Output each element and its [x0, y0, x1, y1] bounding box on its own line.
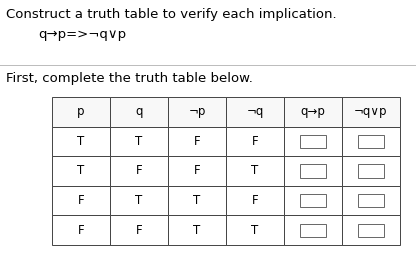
Text: Construct a truth table to verify each implication.: Construct a truth table to verify each i… — [6, 8, 337, 21]
Text: T: T — [251, 165, 259, 178]
Text: F: F — [78, 224, 84, 237]
Text: T: T — [193, 224, 201, 237]
Text: F: F — [194, 135, 201, 148]
Text: F: F — [252, 194, 258, 207]
Text: ¬p: ¬p — [188, 105, 206, 118]
Text: T: T — [77, 165, 84, 178]
Text: T: T — [135, 194, 143, 207]
Text: p: p — [77, 105, 85, 118]
Text: ¬q: ¬q — [246, 105, 264, 118]
Text: T: T — [77, 135, 84, 148]
Text: F: F — [252, 135, 258, 148]
Text: ¬q∨p: ¬q∨p — [354, 105, 388, 118]
Text: q→p: q→p — [301, 105, 325, 118]
Text: T: T — [135, 135, 143, 148]
Text: F: F — [194, 165, 201, 178]
Text: T: T — [251, 224, 259, 237]
Text: q→p=>¬q∨p: q→p=>¬q∨p — [38, 28, 126, 41]
Text: F: F — [78, 194, 84, 207]
Text: q: q — [135, 105, 143, 118]
Text: First, complete the truth table below.: First, complete the truth table below. — [6, 72, 253, 85]
Text: F: F — [136, 224, 142, 237]
Text: F: F — [136, 165, 142, 178]
Text: T: T — [193, 194, 201, 207]
